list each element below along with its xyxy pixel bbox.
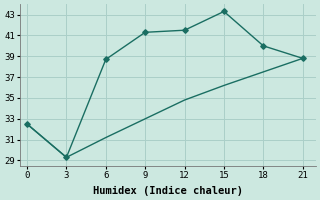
X-axis label: Humidex (Indice chaleur): Humidex (Indice chaleur): [93, 186, 243, 196]
